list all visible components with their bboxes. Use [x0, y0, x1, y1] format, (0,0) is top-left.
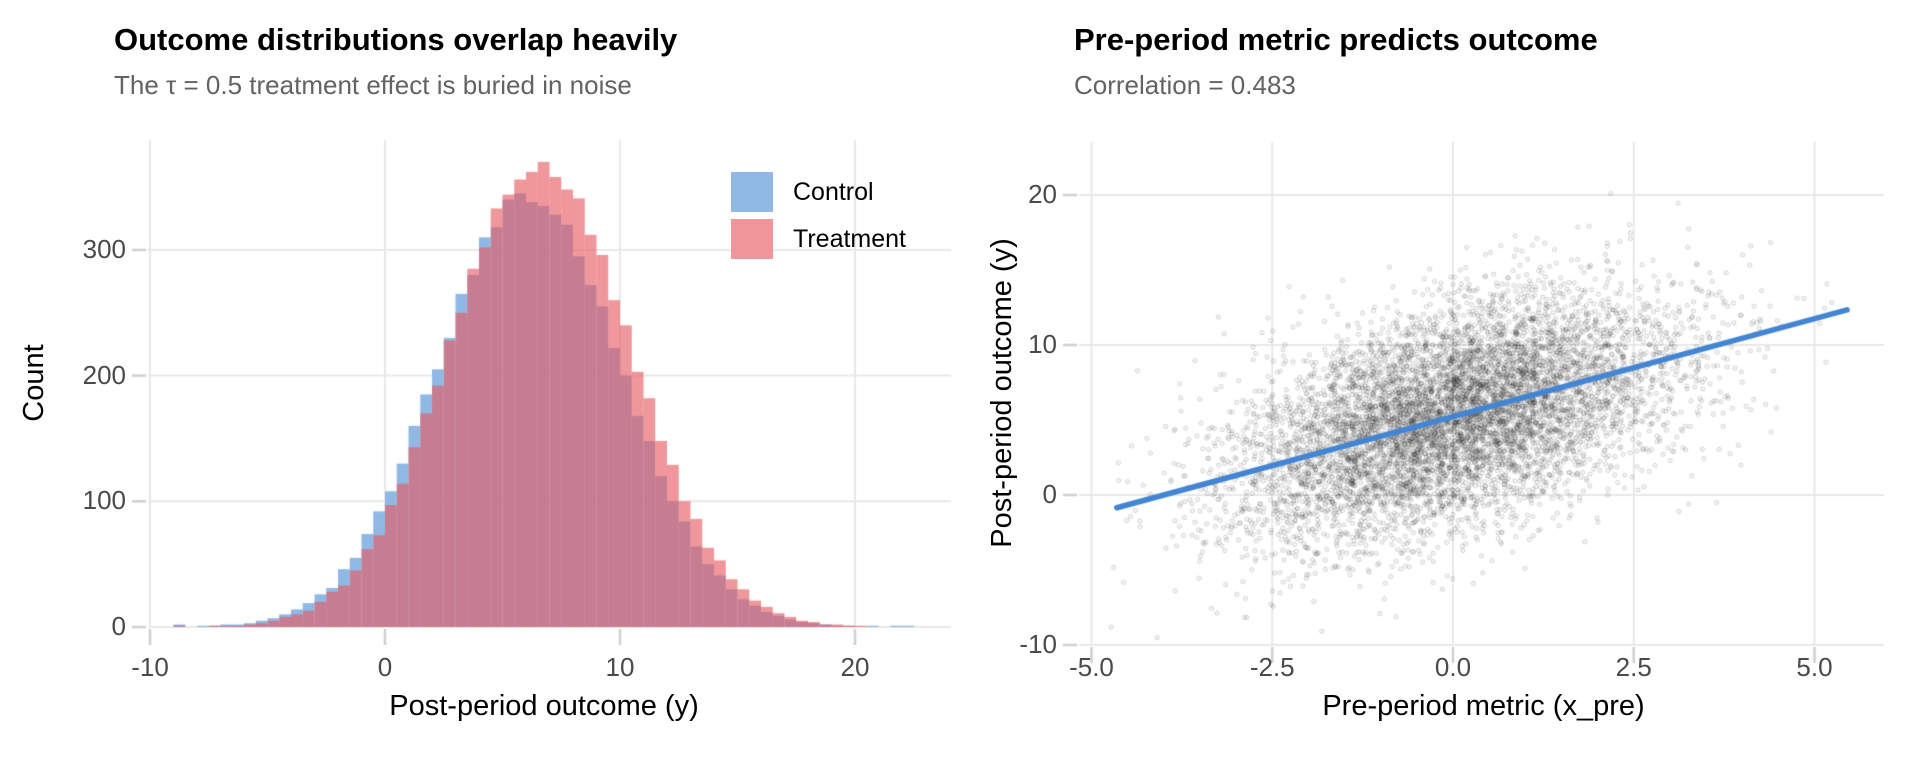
legend-row-control: Control	[731, 172, 906, 212]
histogram-legend: Control Treatment	[731, 172, 906, 259]
x-tick-label: 2.5	[1615, 652, 1652, 682]
scatter-plot-area	[960, 0, 1920, 768]
histogram-chart: Outcome distributions overlap heavily Th…	[0, 0, 960, 768]
histogram-subtitle: The τ = 0.5 treatment effect is buried i…	[114, 70, 632, 100]
y-tick-label: 0	[111, 611, 126, 641]
x-tick-label: -5.0	[1069, 652, 1114, 682]
y-tick-label: 100	[82, 485, 126, 516]
histogram-plot-area	[0, 0, 960, 768]
y-tick-label: 200	[82, 359, 126, 390]
scatter-chart: Pre-period metric predicts outcome Corre…	[960, 0, 1920, 768]
x-tick-label: 5.0	[1796, 652, 1833, 682]
histogram-title: Outcome distributions overlap heavily	[114, 22, 678, 57]
histogram-x-axis-title: Post-period outcome (y)	[389, 690, 699, 722]
y-tick-label: 10	[1028, 329, 1057, 359]
scatter-subtitle: Correlation = 0.483	[1074, 70, 1296, 100]
treatment-legend-label: Treatment	[793, 224, 907, 253]
control-color-swatch	[731, 172, 773, 212]
scatter-x-axis-title: Pre-period metric (x_pre)	[1322, 690, 1645, 722]
y-tick-label: 300	[82, 233, 126, 264]
y-tick-label: 0	[1042, 479, 1057, 509]
x-tick-label: -10	[131, 652, 169, 682]
x-tick-label: 0	[377, 652, 393, 682]
x-tick-label: 0.0	[1434, 652, 1472, 682]
x-tick-label: -2.5	[1249, 652, 1295, 682]
x-tick-label: 20	[840, 652, 870, 682]
treatment-color-swatch	[731, 219, 773, 259]
control-legend-label: Control	[793, 177, 874, 206]
legend-row-treatment: Treatment	[731, 219, 906, 259]
x-tick-label: 10	[605, 652, 635, 682]
scatter-title: Pre-period metric predicts outcome	[1074, 22, 1598, 57]
y-tick-label: -10	[1019, 629, 1057, 659]
y-tick-label: 20	[1028, 179, 1057, 209]
scatter-y-axis-title: Post-period outcome (y)	[986, 238, 1018, 548]
